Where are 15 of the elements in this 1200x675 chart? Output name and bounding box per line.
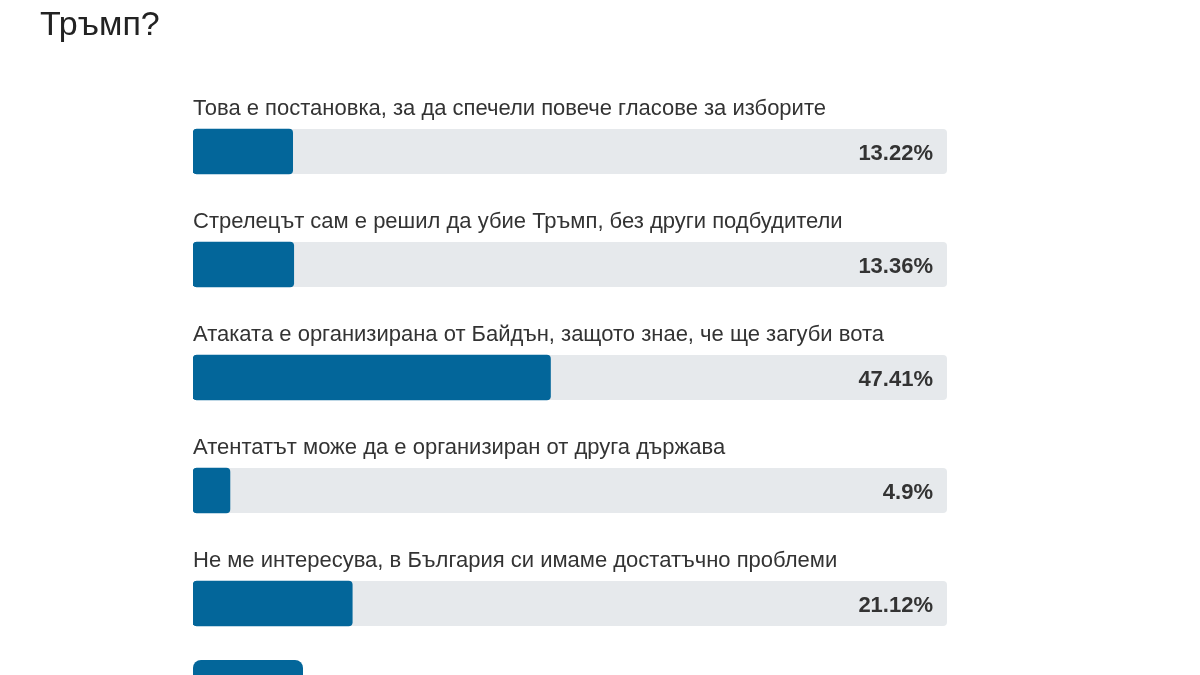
y-tick-label: Стрелецът сам е решил да убие Тръмп, без други подбудители — [193, 208, 843, 233]
data-label: 47.41% — [858, 365, 933, 391]
chart-title: Тръмп? — [40, 4, 160, 43]
data-label: 13.36% — [858, 252, 933, 278]
bar — [193, 580, 353, 627]
bar — [193, 467, 231, 514]
data-label: 21.12% — [858, 591, 933, 617]
y-tick-label: Това е постановка, за да спечели повече гласове за изборите — [193, 95, 826, 120]
y-tick-label: Атаката е организирана от Байдън, защото знае, че ще загуби вота — [193, 321, 885, 346]
bar — [193, 241, 295, 288]
y-tick-label: Атентатът може да е организиран от друга държава — [193, 434, 726, 459]
y-tick-label: Не ме интересува, в България си имаме достатъчно проблеми — [193, 547, 838, 572]
data-label: 13.22% — [858, 139, 933, 165]
bar — [193, 128, 294, 175]
data-label: 4.9% — [882, 478, 933, 504]
